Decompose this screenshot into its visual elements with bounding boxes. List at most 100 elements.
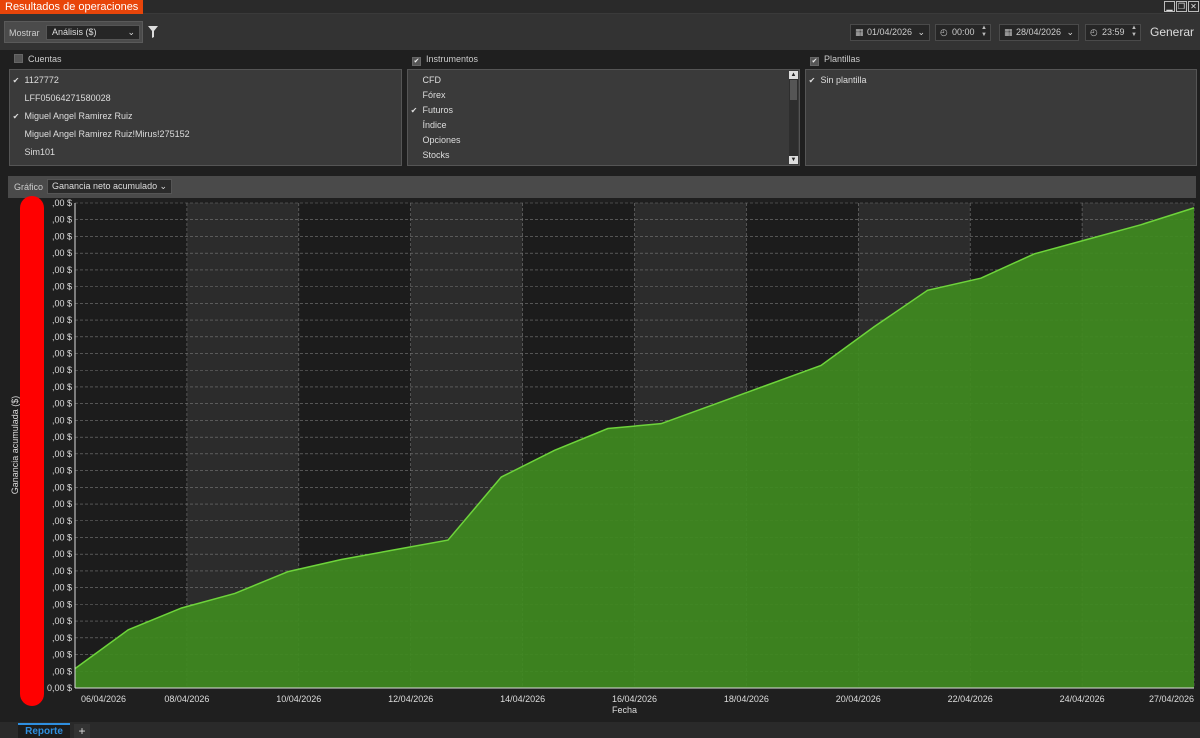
mostrar-value: Análisis ($) [52, 27, 97, 37]
y-tick-label: ,00 $ [52, 315, 72, 325]
spinner-icon[interactable]: ▲ ▼ [1131, 25, 1137, 38]
maximize-button[interactable]: ❐ [1176, 1, 1187, 12]
y-tick-label: ,00 $ [52, 248, 72, 258]
start-time-picker[interactable]: ◴ 00:00 ▲ ▼ [935, 24, 991, 41]
y-tick-label: ,00 $ [52, 583, 72, 593]
list-item[interactable]: CFD [408, 73, 442, 88]
title-bar: Resultados de operaciones ▁ ❐ ✕ [0, 0, 1200, 14]
list-item[interactable]: Miguel Angel Ramirez Ruiz!Mirus!275152 [10, 127, 190, 142]
account-label: Miguel Angel Ramirez Ruiz [24, 111, 133, 121]
close-button[interactable]: ✕ [1188, 1, 1199, 12]
check-icon: ✔ [410, 106, 418, 115]
scroll-thumb[interactable] [790, 80, 797, 100]
list-item[interactable]: ✔ Miguel Angel Ramirez Ruiz [10, 109, 133, 124]
y-tick-label: ,00 $ [52, 466, 72, 476]
chevron-down-icon: ⌄ [127, 27, 135, 37]
instrument-label: Índice [422, 120, 447, 130]
line-series [74, 207, 1195, 670]
y-tick-label: ,00 $ [52, 415, 72, 425]
x-tick-label: 24/04/2026 [1060, 694, 1105, 704]
chart-band [75, 203, 187, 688]
instrument-label: Stocks [422, 150, 450, 160]
mostrar-dropdown[interactable]: Análisis ($) ⌄ [46, 25, 140, 40]
y-tick-label: 0,00 $ [47, 683, 72, 693]
check-icon: ✔ [12, 76, 20, 85]
mostrar-label: Mostrar [9, 28, 40, 38]
list-item[interactable]: Opciones [408, 133, 461, 148]
account-label: Sim101 [24, 147, 56, 157]
instruments-scrollbar[interactable]: ▲ ▼ [789, 71, 798, 164]
y-tick-label: ,00 $ [52, 599, 72, 609]
y-tick-label: ,00 $ [52, 650, 72, 660]
end-time-picker[interactable]: ◴ 23:59 ▲ ▼ [1085, 24, 1141, 41]
add-tab-button[interactable]: + [74, 724, 90, 738]
chart-header: Gráfico Ganancia neto acumulado ⌄ [8, 176, 1196, 198]
end-time: 23:59 [1102, 27, 1125, 37]
chart-type-value: Ganancia neto acumulado [52, 181, 158, 191]
y-tick-label: ,00 $ [52, 516, 72, 526]
y-tick-label: ,00 $ [52, 215, 72, 225]
list-item[interactable]: ✔ 1127772 [10, 73, 59, 88]
y-tick-label: ,00 $ [52, 499, 72, 509]
list-item[interactable]: Sim101 [10, 145, 56, 160]
y-tick-label: ,00 $ [52, 332, 72, 342]
y-tick-label: ,00 $ [52, 349, 72, 359]
x-tick-label: 18/04/2026 [724, 694, 769, 704]
x-tick-label: 20/04/2026 [836, 694, 881, 704]
instrument-label: Fórex [422, 90, 446, 100]
y-tick-label: ,00 $ [52, 365, 72, 375]
accounts-header[interactable]: Cuentas [14, 52, 62, 66]
list-item[interactable]: ✔ Sin plantilla [806, 73, 867, 88]
scroll-up-icon[interactable]: ▲ [789, 71, 798, 79]
clock-icon: ◴ [940, 27, 948, 37]
instrument-label: Opciones [422, 135, 461, 145]
end-date-picker[interactable]: ▦ 28/04/2026 ⌄ [999, 24, 1079, 41]
chevron-down-icon: ⌄ [1066, 27, 1074, 37]
calendar-icon: ▦ [1004, 27, 1013, 37]
scroll-down-icon[interactable]: ▼ [789, 156, 798, 164]
area-series [75, 207, 1194, 688]
template-label: Sin plantilla [820, 75, 867, 85]
generate-button[interactable]: Generar [1149, 25, 1195, 39]
start-date: 01/04/2026 [867, 27, 913, 37]
instruments-select-all-checkbox[interactable]: ✔ [412, 57, 421, 66]
list-item[interactable]: LFF05064271580028 [10, 91, 111, 106]
y-tick-label: ,00 $ [52, 198, 72, 208]
chart-type-dropdown[interactable]: Ganancia neto acumulado ⌄ [47, 179, 172, 194]
accounts-list: ✔ 1127772 LFF05064271580028 ✔ Miguel Ang… [9, 69, 402, 166]
y-tick-label: ,00 $ [52, 298, 72, 308]
x-tick-label: 22/04/2026 [948, 694, 993, 704]
list-item[interactable]: ✔ Futuros [408, 103, 453, 118]
cumulative-profit-chart: ,00 $ ,00 $ ,00 $ ,00 $ ,00 $ ,00 $ ,00 $ ,00 $… [47, 198, 1195, 715]
accounts-select-all-checkbox[interactable] [14, 54, 23, 63]
tab-reporte[interactable]: Reporte [18, 723, 70, 738]
y-tick-label: ,00 $ [52, 549, 72, 559]
templates-header[interactable]: ✔ Plantillas [810, 52, 860, 66]
list-item[interactable]: Stocks [408, 148, 450, 163]
minimize-button[interactable]: ▁ [1164, 1, 1175, 12]
x-tick-label: 10/04/2026 [276, 694, 321, 704]
x-tick-label: 14/04/2026 [500, 694, 545, 704]
x-tick-label: 12/04/2026 [388, 694, 433, 704]
redaction-bar [20, 196, 44, 706]
x-tick-label: 16/04/2026 [612, 694, 657, 704]
x-tick-label: 08/04/2026 [164, 694, 209, 704]
list-item[interactable]: Índice [408, 118, 447, 133]
check-icon: ✔ [808, 76, 816, 85]
instruments-header[interactable]: ✔ Instrumentos [412, 52, 478, 66]
y-axis-label: Ganancia acumulada ($) [10, 395, 20, 495]
spinner-icon[interactable]: ▲ ▼ [981, 25, 987, 38]
account-label: 1127772 [24, 75, 59, 85]
instruments-header-label: Instrumentos [426, 54, 479, 64]
templates-select-all-checkbox[interactable]: ✔ [810, 57, 819, 66]
clock-icon: ◴ [1090, 27, 1098, 37]
y-tick-label: ,00 $ [52, 532, 72, 542]
account-label: LFF05064271580028 [24, 93, 111, 103]
list-item[interactable]: Fórex [408, 88, 446, 103]
start-time: 00:00 [952, 27, 975, 37]
filter-icon[interactable] [148, 26, 158, 38]
start-date-picker[interactable]: ▦ 01/04/2026 ⌄ [850, 24, 930, 41]
templates-list: ✔ Sin plantilla [805, 69, 1197, 166]
y-tick-label: ,00 $ [52, 399, 72, 409]
